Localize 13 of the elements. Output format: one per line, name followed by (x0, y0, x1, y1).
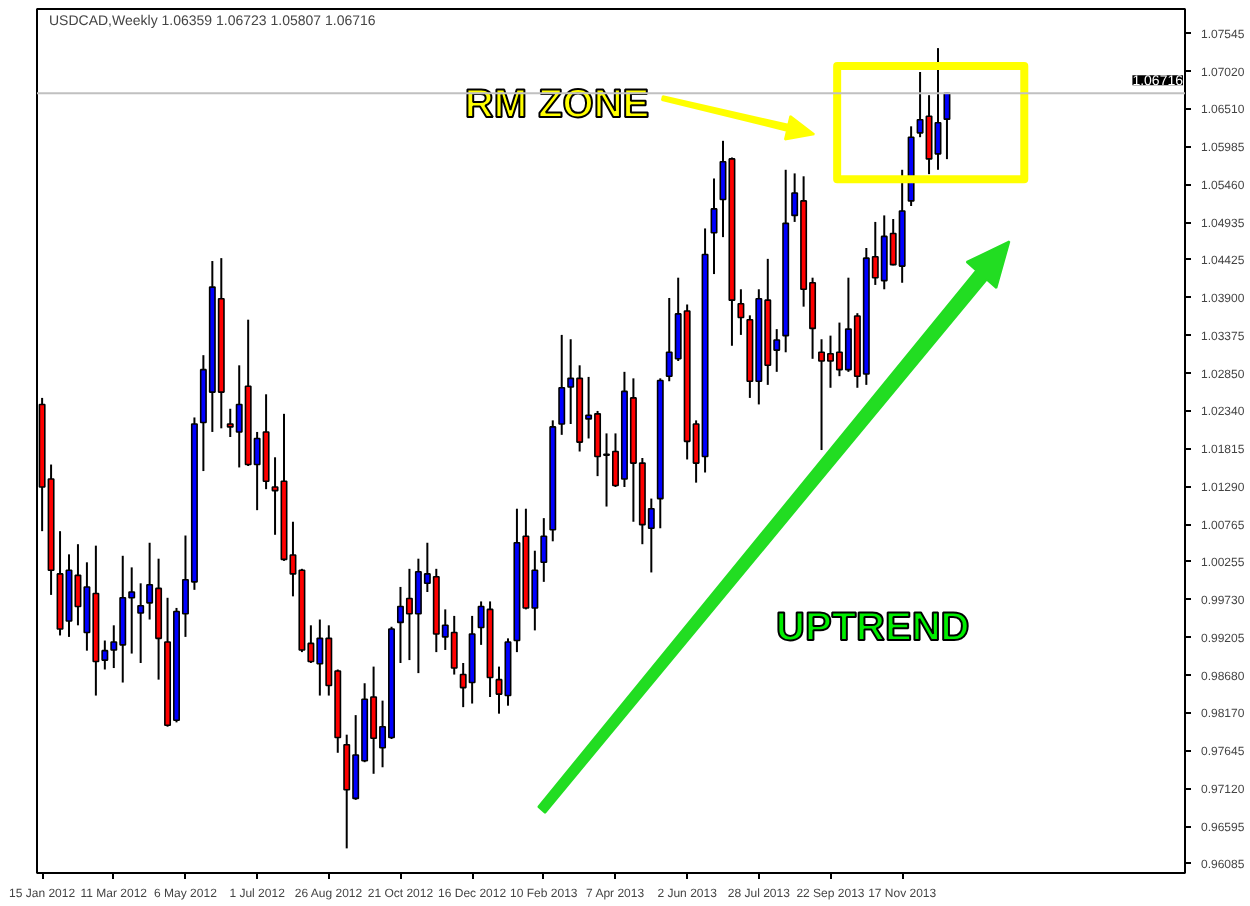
annotation: UPTREND (776, 606, 970, 651)
candlestick (737, 288, 745, 336)
candlestick (137, 582, 145, 664)
candlestick (925, 94, 933, 176)
annotation: RM ZONE (464, 82, 650, 127)
candlestick (818, 338, 826, 452)
candlestick (710, 177, 718, 276)
candlestick (74, 543, 82, 627)
candlestick (558, 333, 566, 436)
candlestick (343, 733, 351, 850)
candlestick (450, 614, 458, 676)
candlestick (943, 91, 951, 161)
candlestick (540, 517, 548, 583)
